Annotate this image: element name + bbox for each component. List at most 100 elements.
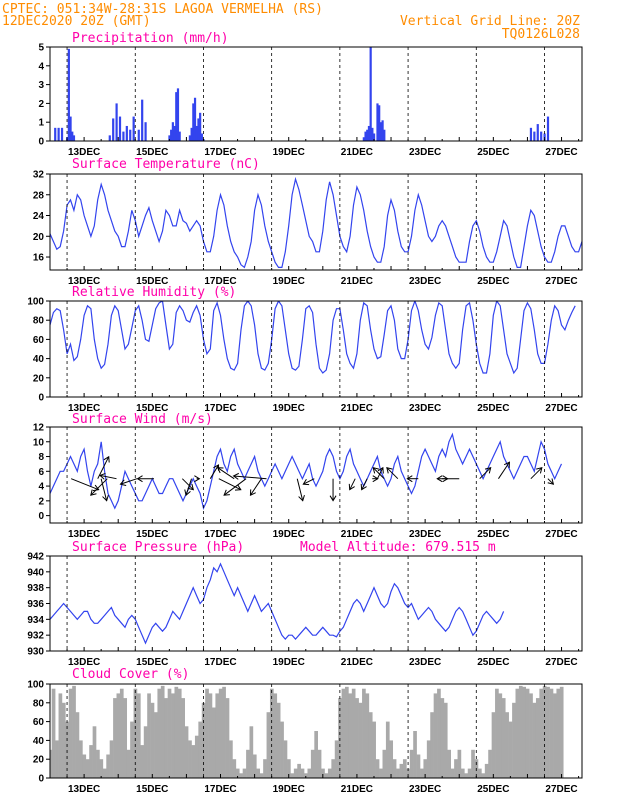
cloud-bar [368, 712, 373, 778]
temp-ytick-label: 20 [33, 232, 45, 243]
cloud-bar [406, 768, 411, 778]
wind-xtick-label: 19DEC [273, 529, 305, 540]
temp-xtick-label: 19DEC [273, 276, 305, 287]
cloud-bar [307, 768, 312, 778]
cloud-bar [522, 686, 527, 778]
cloud-bar [341, 688, 346, 778]
cloud-bar [372, 721, 376, 778]
cloud-bar [358, 702, 363, 778]
precip-bar [72, 135, 76, 141]
precip-bar [188, 135, 192, 141]
precip-xtick-label: 19DEC [273, 147, 305, 158]
precip-bar [362, 137, 365, 141]
cloud-bar [467, 768, 472, 778]
rh-xtick-label: 15DEC [136, 403, 168, 414]
cloud-bar [416, 754, 421, 778]
cloud-bar [495, 688, 499, 778]
cloud-bar [331, 759, 336, 778]
pres-xtick-label: 17DEC [204, 657, 236, 668]
temp-xtick-label: 13DEC [68, 276, 100, 287]
precip-bar [371, 127, 374, 141]
precip-bar [366, 129, 369, 141]
cloud-bar [559, 686, 564, 778]
cloud-bar [529, 693, 533, 778]
precip-bar [144, 122, 147, 141]
precip-bar [115, 103, 118, 141]
cloud-bar [399, 763, 404, 778]
precip-bar [383, 129, 386, 141]
rh-title: Relative Humidity (%) [72, 285, 236, 300]
cloud-xtick-label: 15DEC [136, 784, 168, 795]
cloud-bar [263, 759, 267, 778]
rh-xtick-label: 27DEC [545, 403, 577, 414]
cloud-bar [249, 726, 254, 778]
cloud-title: Cloud Cover (%) [72, 667, 189, 682]
cloud-bar [242, 768, 247, 778]
wind-ytick-label: 12 [33, 423, 45, 434]
pres-xtick-label: 21DEC [341, 657, 373, 668]
cloud-panel: 0 20 40 60 80 100 13DEC 15DEC 17DEC 19DEC 21DEC 23D… [27, 680, 583, 795]
temp-xtick-label: 21DEC [341, 276, 373, 287]
precip-ytick-label: 5 [38, 43, 44, 54]
temp-ytick-label: 28 [33, 190, 45, 201]
wind-ytick-label: 2 [38, 496, 44, 507]
cloud-bar [549, 688, 554, 778]
cloud-bar [464, 773, 469, 778]
precip-bar [173, 125, 176, 141]
precip-bar [170, 129, 173, 141]
cloud-bar [327, 768, 332, 778]
wind-arrow [119, 478, 138, 486]
wind-arrow [436, 475, 460, 483]
precip-bar [112, 118, 115, 141]
rh-panel: 0 20 40 60 80 100 13DEC 15DEC 17DEC 19DEC 21DEC 23D… [27, 297, 583, 414]
wind-series-line [50, 432, 563, 511]
wind-arrow [100, 478, 109, 502]
pres-ytick-label: 942 [27, 552, 44, 563]
temp-xtick-label: 17DEC [204, 276, 236, 287]
header-station: CPTEC: 051:34W-28:31S LAGOA VERMELHA (RS… [2, 2, 323, 17]
pres-title: Surface Pressure (hPa) [72, 540, 244, 555]
cloud-bar [498, 693, 503, 778]
rh-xtick-label: 17DEC [204, 403, 236, 414]
cloud-bar [65, 721, 70, 778]
temp-xtick-label: 15DEC [136, 276, 168, 287]
cloud-bar [477, 768, 482, 778]
cloud-bar [389, 740, 394, 778]
cloud-bar [392, 759, 397, 778]
temp-series-line [50, 176, 582, 269]
wind-arrow [372, 467, 385, 480]
cloud-bar [215, 693, 220, 778]
cloud-bar [252, 754, 257, 778]
pres-altitude: Model Altitude: 679.515 m [300, 540, 496, 555]
cloud-bar [184, 726, 189, 778]
cloud-bar [396, 768, 400, 778]
precip-bar [178, 131, 181, 141]
wind-frame [49, 426, 583, 524]
pres-xtick-label: 27DEC [545, 657, 577, 668]
cloud-bar [171, 693, 175, 778]
cloud-bar [512, 702, 516, 778]
wind-arrow [376, 466, 384, 479]
temp-panel: 16 20 24 28 32 13DEC 15DEC 17DEC 19DEC 21DEC 23DEC… [33, 170, 583, 287]
precip-plot-area [54, 47, 550, 141]
cloud-bar [310, 749, 315, 778]
cloud-bar [157, 688, 162, 778]
rh-xtick-label: 21DEC [341, 403, 373, 414]
wind-arrow [360, 478, 368, 491]
wind-arrow [530, 467, 543, 480]
cloud-bar [420, 768, 424, 778]
precip-bar [193, 97, 197, 141]
pres-xtick-label: 23DEC [409, 657, 441, 668]
wind-arrow [218, 478, 242, 491]
wind-arrow [302, 478, 315, 486]
cloud-bar [266, 712, 271, 778]
wind-ytick-label: 0 [38, 511, 44, 522]
cloud-bar [297, 763, 301, 778]
cloud-bar [160, 685, 165, 778]
cloud-bar [454, 759, 458, 778]
pres-xtick-label: 25DEC [477, 657, 509, 668]
cloud-bar [194, 735, 199, 778]
cloud-bar [177, 688, 182, 778]
pres-ytick-label: 938 [27, 583, 44, 594]
cloud-bar [99, 759, 104, 778]
